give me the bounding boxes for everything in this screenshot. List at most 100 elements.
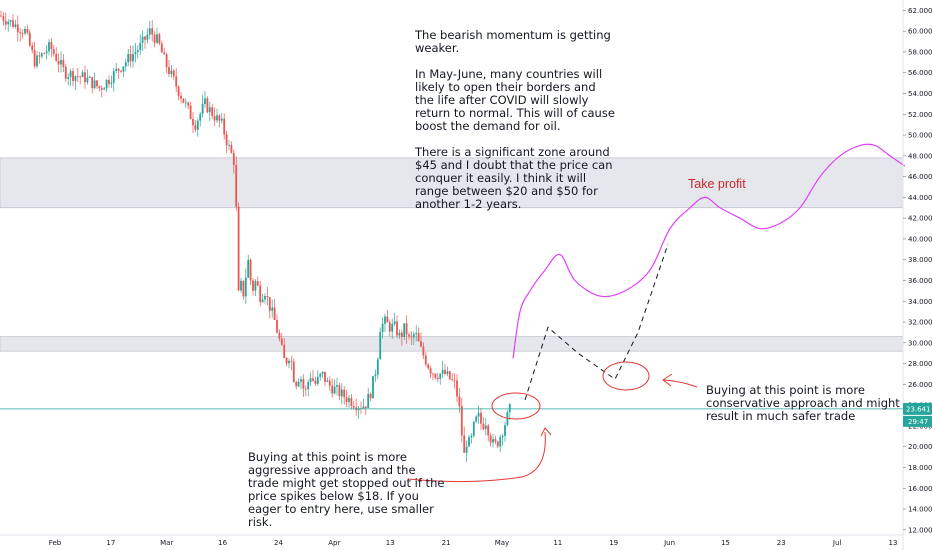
zone-1 xyxy=(0,336,904,352)
x-tick-label: 16 xyxy=(218,539,227,547)
projection-curve xyxy=(512,143,906,359)
analysis-note: The bearish momentum is getting weaker. … xyxy=(415,28,615,211)
time-axis[interactable]: Feb 17 Mar 16 24 Apr 13 21 May 11 19 Jun 15 23 Jul 13 xyxy=(0,534,903,547)
candle-body xyxy=(283,344,286,359)
candle-body xyxy=(446,371,449,374)
candle-body xyxy=(458,396,461,407)
x-tick-label: May xyxy=(495,539,509,547)
candle-body xyxy=(314,380,317,384)
countdown-label: 29:47 xyxy=(908,418,928,426)
candle-body xyxy=(19,32,22,34)
candle-body xyxy=(451,379,454,380)
candle-body xyxy=(21,32,24,34)
y-tick-label: 26.000 xyxy=(908,381,932,389)
candle-body xyxy=(38,55,41,57)
candle-body xyxy=(417,333,420,342)
candle-body xyxy=(249,259,252,281)
arrow-head-up xyxy=(540,427,552,437)
y-tick-label: 14.000 xyxy=(908,506,932,514)
candle-body xyxy=(158,34,161,44)
candle-body xyxy=(321,371,324,374)
candle-body xyxy=(52,49,55,54)
y-tick-label: 44.000 xyxy=(908,194,932,202)
current-price-tag-bg xyxy=(903,402,932,415)
candle-body xyxy=(96,80,98,87)
y-tick-label: 48.000 xyxy=(908,152,932,160)
candle-body xyxy=(237,206,240,291)
y-tick-label: 28.000 xyxy=(908,360,932,368)
candle-body xyxy=(206,98,209,113)
candle-body xyxy=(376,359,379,375)
candle-body xyxy=(98,86,101,89)
candle-body xyxy=(31,45,34,51)
candle-body xyxy=(153,34,156,43)
candle-body xyxy=(429,368,432,374)
zone-0 xyxy=(0,157,904,209)
price-axis[interactable]: 62.000 60.000 58.000 56.000 54.000 52.000 50.0… xyxy=(902,0,932,550)
candle-body xyxy=(345,397,348,402)
candle-body xyxy=(456,380,458,397)
arrow-to-conservative xyxy=(663,379,698,388)
x-tick-label: Mar xyxy=(160,539,173,547)
candle-body xyxy=(472,421,475,436)
candle-body xyxy=(105,79,108,89)
candle-body xyxy=(81,72,84,78)
y-tick-label: 56.000 xyxy=(908,69,932,77)
x-tick-label: 21 xyxy=(442,539,451,547)
candle-body xyxy=(172,70,175,77)
entry-path-dashed xyxy=(524,243,669,401)
candle-body xyxy=(24,29,26,34)
x-tick-label: Feb xyxy=(49,539,62,547)
candle-body xyxy=(484,425,487,430)
candle-body xyxy=(124,62,127,67)
candle-body xyxy=(74,76,77,81)
candle-body xyxy=(33,50,36,67)
candle-body xyxy=(48,42,50,52)
candle-body xyxy=(86,77,89,83)
candle-body xyxy=(244,277,247,297)
current-price-label: 23.641 xyxy=(906,405,931,413)
y-tick-label: 32.000 xyxy=(908,319,932,327)
candle-body xyxy=(264,296,266,300)
y-tick-label: 30.000 xyxy=(908,339,932,347)
candle-body xyxy=(374,374,377,377)
candle-body xyxy=(326,380,329,382)
candle-body xyxy=(129,53,132,62)
candle-body xyxy=(278,332,281,339)
candle-body xyxy=(192,118,194,126)
y-tick-label: 62.000 xyxy=(908,7,932,15)
candle-body xyxy=(55,53,58,61)
y-tick-label: 20.000 xyxy=(908,443,932,451)
candle-body xyxy=(381,323,384,333)
candle-body xyxy=(448,371,451,380)
candle-body xyxy=(444,369,446,374)
candle-body xyxy=(333,386,336,394)
y-tick-label: 34.000 xyxy=(908,298,932,306)
candle-body xyxy=(352,405,355,408)
candle-body xyxy=(420,341,422,347)
y-tick-label: 36.000 xyxy=(908,277,932,285)
candle-body xyxy=(252,280,254,291)
candle-body xyxy=(223,118,226,135)
candle-body xyxy=(494,439,497,442)
candle-body xyxy=(422,346,425,356)
candle-body xyxy=(408,334,410,337)
candle-body xyxy=(487,425,490,436)
candle-body xyxy=(391,324,394,332)
countdown-tag-bg xyxy=(903,415,932,427)
x-tick-label: 11 xyxy=(553,539,562,547)
candle-body xyxy=(170,70,173,74)
candle-body xyxy=(439,373,442,380)
candle-body xyxy=(45,51,48,54)
candle-body xyxy=(232,152,235,165)
hand-drawn-markings xyxy=(407,361,698,483)
x-tick-label: 13 xyxy=(889,539,898,547)
candle-body xyxy=(146,34,149,40)
candle-body xyxy=(2,16,5,21)
candle-body xyxy=(112,70,115,83)
support-underline xyxy=(407,431,546,483)
candle-body xyxy=(410,336,413,338)
candle-body xyxy=(316,376,319,384)
candle-body xyxy=(141,36,144,43)
